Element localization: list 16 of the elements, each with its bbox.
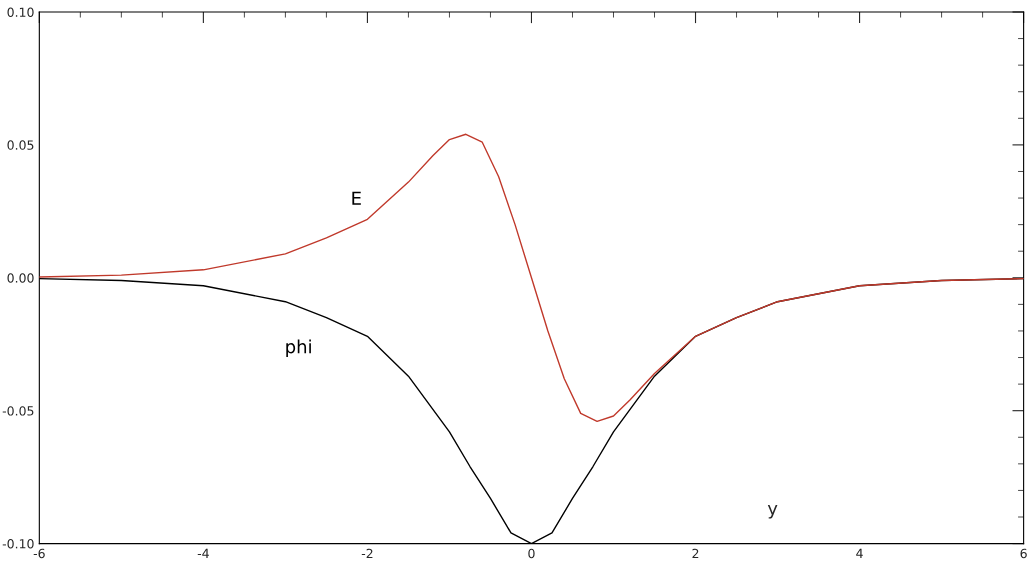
series-label: E: [352, 191, 361, 205]
y-tick-label: -0.10: [2, 539, 34, 549]
y-tick-label: 0.00: [7, 273, 34, 283]
x-tick-label: 4: [856, 548, 863, 558]
x-tick-label: -2: [361, 548, 373, 558]
y-tick-label: -0.05: [2, 406, 34, 416]
series-label: phi: [286, 339, 311, 357]
x-tick-label: -6: [33, 548, 45, 559]
y-tick-label: 0.05: [7, 140, 34, 150]
x-tick-label: 6: [1020, 548, 1027, 559]
x-tick-label: -4: [197, 548, 209, 558]
y-tick-label: 0.10: [7, 7, 34, 17]
x-axis-title: y: [767, 504, 778, 519]
x-tick-label: 0: [528, 548, 535, 559]
x-tick-label: 2: [692, 548, 699, 558]
line-series: [39, 133, 1024, 423]
